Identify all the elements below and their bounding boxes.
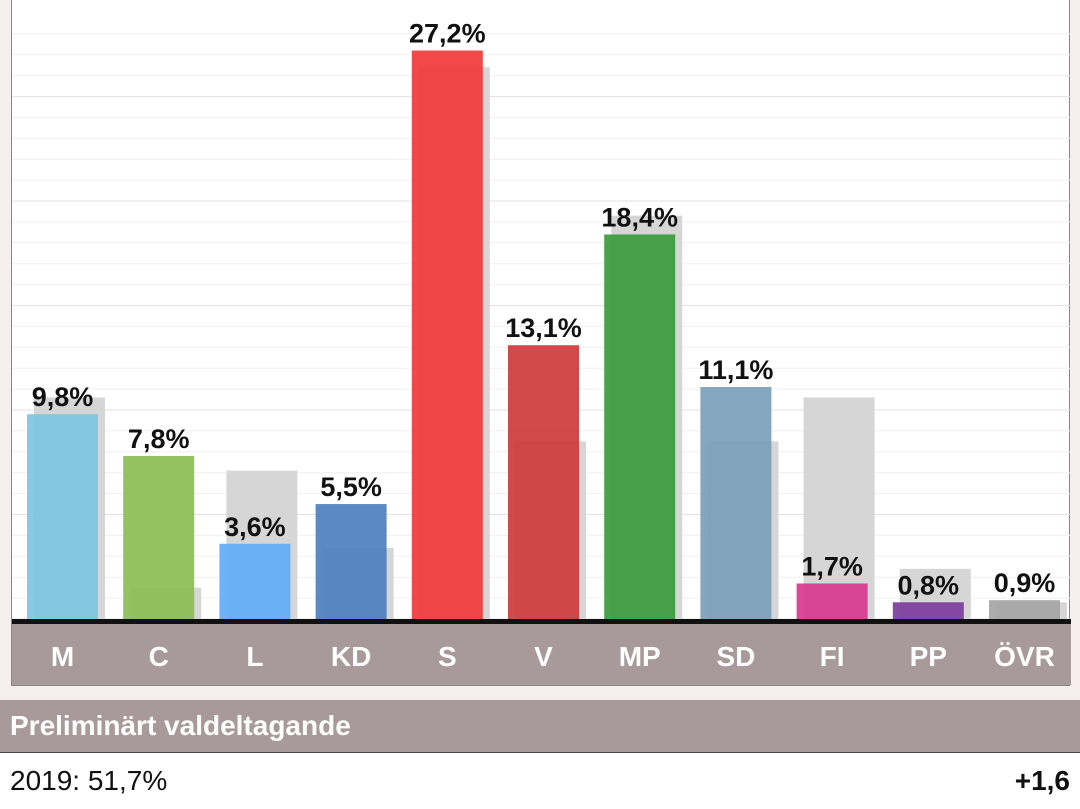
bar-chart: 9,8% M 7,8% C 3,6% L 5,5% KD 27,2% S 13,1% V 18,4% MP… <box>12 19 1071 685</box>
value-label-pp: 0,8% <box>898 570 960 600</box>
category-label-l: L <box>246 641 263 672</box>
bar-kd[interactable] <box>315 504 387 619</box>
category-label-sd: SD <box>716 641 755 672</box>
turnout-heading: Preliminärt valdeltagande <box>0 700 1080 752</box>
bar-sd[interactable] <box>700 387 772 619</box>
bar-c[interactable] <box>123 455 195 619</box>
category-label-kd: KD <box>331 641 371 672</box>
category-label-pp: PP <box>910 641 947 672</box>
bar-s[interactable] <box>411 50 483 619</box>
value-label-s: 27,2% <box>409 19 486 49</box>
category-label-s: S <box>438 641 457 672</box>
value-label-sd: 11,1% <box>698 355 773 385</box>
bar-m[interactable] <box>27 414 98 619</box>
category-label-övr: ÖVR <box>994 641 1055 672</box>
category-label-v: V <box>534 641 553 672</box>
bar-pp[interactable] <box>892 602 964 619</box>
turnout-row: 2019: 51,7% +1,6 <box>0 752 1080 809</box>
value-label-m: 9,8% <box>32 382 94 412</box>
category-strip <box>12 623 1071 685</box>
bar-övr[interactable] <box>989 600 1060 619</box>
value-label-övr: 0,9% <box>994 568 1056 598</box>
value-label-fi: 1,7% <box>801 551 863 581</box>
value-label-c: 7,8% <box>128 424 190 454</box>
category-label-fi: FI <box>820 641 845 672</box>
turnout-previous: 2019: 51,7% <box>10 765 168 796</box>
baseline <box>12 619 1071 624</box>
chart-panel: 9,8% M 7,8% C 3,6% L 5,5% KD 27,2% S 13,1% V 18,4% MP… <box>11 0 1071 686</box>
turnout-change: +1,6 <box>1014 765 1070 796</box>
category-label-c: C <box>149 641 169 672</box>
value-label-kd: 5,5% <box>320 472 382 502</box>
previous-bar-fi <box>803 397 875 619</box>
value-label-l: 3,6% <box>224 512 286 542</box>
bar-mp[interactable] <box>604 234 676 619</box>
bar-fi[interactable] <box>796 583 868 619</box>
value-label-v: 13,1% <box>505 313 582 343</box>
bar-v[interactable] <box>508 345 579 619</box>
bar-l[interactable] <box>219 543 291 619</box>
category-label-mp: MP <box>619 641 661 672</box>
category-label-m: M <box>51 641 74 672</box>
value-label-mp: 18,4% <box>601 202 678 232</box>
